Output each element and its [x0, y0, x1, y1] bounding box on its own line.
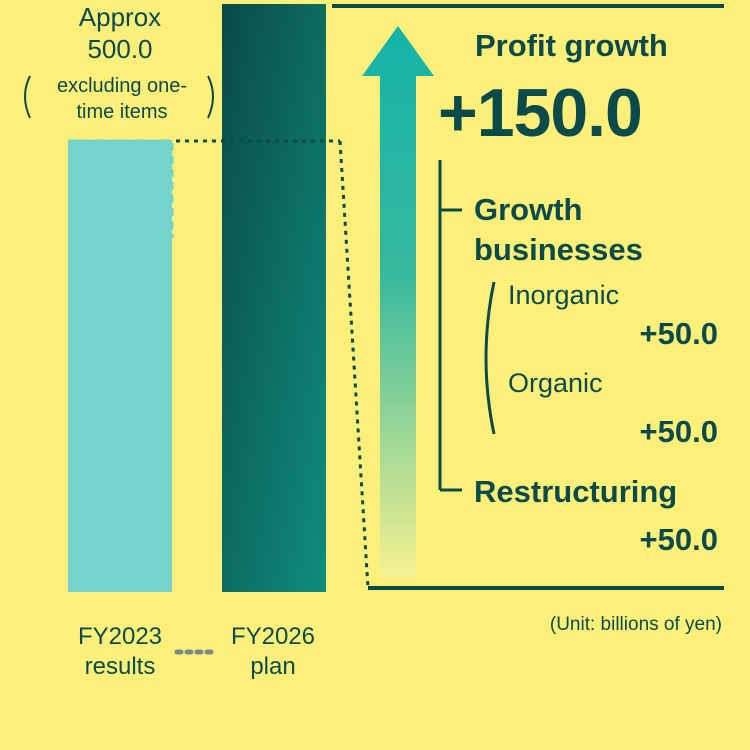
growth-businesses-label-line1: Growth: [474, 192, 583, 227]
profit-growth-total: +150.0: [438, 75, 643, 151]
profit-growth-title: Profit growth: [475, 28, 668, 63]
bar-fy2023-results: [68, 139, 172, 592]
organic-value: +50.0: [639, 414, 718, 449]
fy2023-excl-line2: time items: [76, 101, 168, 123]
organic-label: Organic: [508, 368, 603, 398]
inorganic-value: +50.0: [639, 316, 718, 351]
restructuring-label: Restructuring: [474, 474, 678, 509]
unit-note: (Unit: billions of yen): [549, 614, 722, 635]
connector-diagonal-dotted: [338, 140, 370, 589]
category-label-fy2023-line1: FY2023: [77, 623, 163, 650]
fy2023-approx-label: Approx: [78, 2, 162, 32]
excl-paren-left: [24, 75, 31, 119]
fy2023-excl-line1: excluding one-: [56, 75, 188, 97]
growth-sub-paren: [484, 281, 496, 435]
bar-fy2026-plan: [222, 4, 326, 592]
growth-businesses-label-line2: businesses: [474, 232, 643, 267]
category-label-fy2023-line2: results: [84, 653, 156, 680]
fy2023-approx-value: 500.0: [87, 34, 153, 64]
category-label-fy2026-line1: FY2026: [230, 623, 316, 650]
excl-paren-right: [207, 75, 214, 119]
inorganic-label: Inorganic: [508, 280, 620, 310]
growth-arrow: [362, 26, 434, 578]
fy2023-one-time-outline: [68, 139, 174, 239]
restructuring-value: +50.0: [639, 522, 718, 557]
category-label-fy2026-line2: plan: [250, 653, 296, 680]
